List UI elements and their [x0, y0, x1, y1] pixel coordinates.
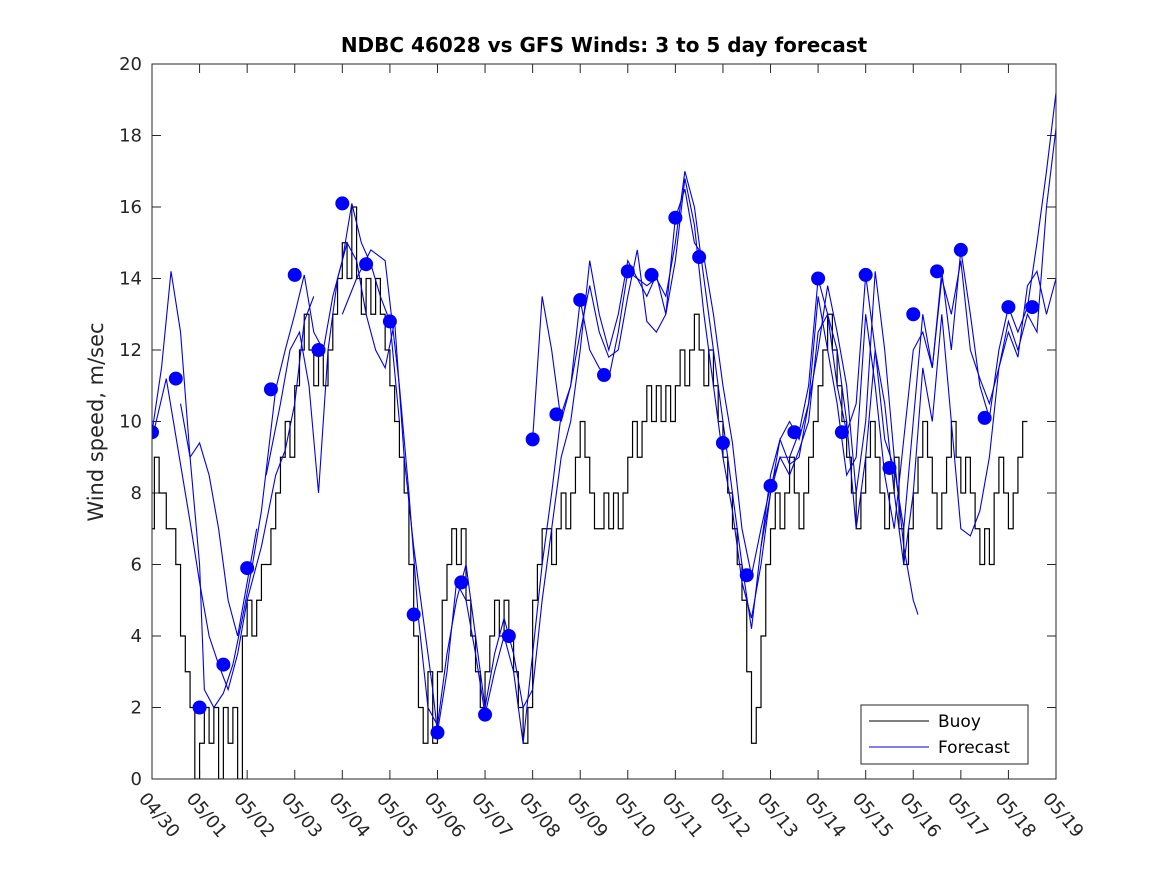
- x-tick-label: 05/10: [610, 789, 659, 842]
- forecast-marker: [763, 478, 778, 493]
- forecast-marker: [620, 264, 635, 279]
- forecast-marker: [787, 425, 802, 440]
- y-tick-label: 6: [131, 555, 142, 576]
- x-tick-label: 05/02: [229, 789, 278, 842]
- forecast-marker: [930, 264, 945, 279]
- forecast-marker: [525, 432, 540, 447]
- y-tick-label: 8: [131, 483, 142, 504]
- x-tick-label: 05/12: [705, 789, 754, 842]
- y-tick-label: 10: [119, 412, 142, 433]
- x-tick-label: 05/01: [182, 789, 231, 842]
- x-tick-label: 05/08: [515, 789, 564, 842]
- x-tick-label: 05/03: [277, 789, 326, 842]
- forecast-marker: [240, 561, 255, 576]
- plot-frame: [151, 63, 1057, 780]
- forecast-marker: [501, 629, 516, 643]
- x-tick-label: 05/16: [895, 789, 944, 842]
- x-tick-label: 05/04: [324, 789, 373, 842]
- x-tick-label: 05/09: [562, 789, 611, 842]
- x-tick-label: 05/14: [800, 789, 849, 842]
- forecast-marker: [597, 368, 611, 383]
- y-tick-label: 2: [131, 698, 142, 719]
- forecast-line: [760, 260, 1056, 547]
- forecast-marker: [644, 267, 659, 282]
- forecast-marker: [478, 707, 493, 722]
- y-tick-label: 0: [131, 769, 142, 790]
- y-axis-label: Wind speed, m/sec: [84, 322, 108, 521]
- buoy-line: [152, 206, 1028, 779]
- axis-ticks: [151, 63, 1057, 780]
- x-tick-label: 05/07: [467, 789, 516, 842]
- forecast-marker: [382, 314, 397, 329]
- forecast-marker: [168, 371, 183, 386]
- forecast-marker: [692, 250, 707, 265]
- legend-label-forecast: Forecast: [938, 738, 1010, 758]
- forecast-marker: [858, 267, 873, 282]
- x-tick-label: 04/30: [134, 789, 183, 842]
- forecast-marker: [430, 725, 445, 740]
- forecast-marker: [977, 410, 992, 425]
- x-tick-label: 05/18: [991, 789, 1040, 842]
- forecast-line: [265, 92, 1056, 744]
- legend: Buoy Forecast: [860, 704, 1029, 765]
- forecast-line: [152, 271, 258, 637]
- forecast-marker: [882, 460, 897, 475]
- forecast-marker: [906, 307, 921, 322]
- x-tick-label: 05/06: [420, 789, 469, 842]
- x-tick-label: 05/05: [372, 789, 421, 842]
- forecast-marker: [406, 607, 421, 622]
- y-tick-label: 14: [119, 269, 142, 290]
- forecast-line: [180, 203, 400, 709]
- forecast-line: [532, 128, 1056, 619]
- forecast-marker: [1001, 300, 1016, 315]
- forecast-marker: [953, 242, 968, 257]
- y-tick-label: 12: [119, 340, 142, 361]
- forecast-marker: [549, 407, 564, 422]
- y-tick-label: 20: [119, 54, 142, 75]
- chart-title: NDBC 46028 vs GFS Winds: 3 to 5 day fore…: [341, 33, 868, 57]
- x-tick-label: 05/17: [943, 789, 992, 842]
- x-tick-label: 05/11: [658, 789, 707, 842]
- y-tick-label: 4: [131, 626, 142, 647]
- x-tick-label: 05/13: [753, 789, 802, 842]
- forecast-marker: [263, 382, 278, 397]
- forecast-marker: [834, 425, 849, 440]
- forecast-marker: [668, 210, 683, 225]
- forecast-marker: [152, 425, 159, 440]
- forecast-marker: [216, 657, 231, 672]
- x-tick-label: 05/19: [1038, 789, 1087, 842]
- forecast-line: [152, 296, 315, 692]
- forecast-marker: [359, 257, 374, 272]
- forecast-marker: [715, 435, 730, 450]
- y-tick-label: 16: [119, 197, 142, 218]
- y-tick-label: 18: [119, 126, 142, 147]
- x-tick-label: 05/15: [848, 789, 897, 842]
- forecast-marker: [739, 568, 754, 583]
- forecast-marker: [573, 292, 588, 307]
- forecast-marker: [192, 700, 207, 715]
- forecast-marker: [811, 271, 826, 286]
- forecast-marker: [311, 343, 326, 357]
- forecast-marker: [287, 267, 302, 282]
- legend-label-buoy: Buoy: [938, 712, 981, 732]
- series-layer: [152, 92, 1056, 779]
- forecast-marker: [454, 575, 469, 590]
- legend-box: [860, 704, 1029, 765]
- forecast-marker: [1025, 300, 1040, 315]
- forecast-marker: [335, 196, 350, 211]
